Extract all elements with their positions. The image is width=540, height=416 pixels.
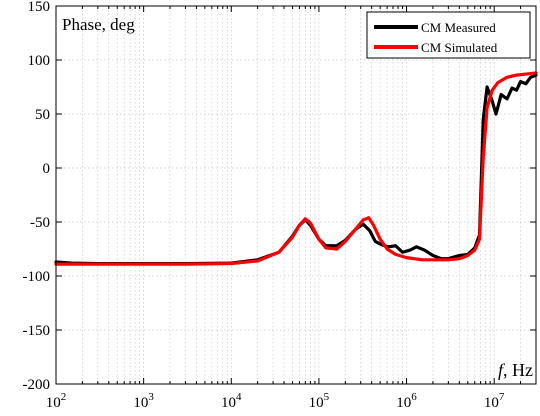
x-axis-label-unit: , Hz bbox=[503, 360, 533, 380]
x-tick-labels: 102 103 104 105 106 107 bbox=[46, 391, 505, 411]
x-tick-label: 102 bbox=[46, 391, 67, 411]
legend-box bbox=[366, 11, 531, 59]
legend-label-simulated: CM Simulated bbox=[421, 40, 498, 55]
legend-label-measured: CM Measured bbox=[421, 20, 496, 35]
plot-background bbox=[56, 6, 536, 384]
x-tick-label: 105 bbox=[309, 391, 330, 411]
y-tick-label: -100 bbox=[23, 269, 51, 285]
x-tick-label: 103 bbox=[133, 391, 154, 411]
y-tick-label: -150 bbox=[23, 323, 51, 339]
x-axis-label-variable: f bbox=[498, 360, 506, 380]
x-tick-label: 107 bbox=[484, 391, 505, 411]
y-tick-label: -50 bbox=[30, 215, 50, 231]
y-tick-label: -200 bbox=[23, 377, 51, 393]
legend: CM Measured CM Simulated bbox=[366, 11, 531, 59]
x-tick-label: 106 bbox=[396, 391, 417, 411]
x-axis-label: f, Hz bbox=[498, 360, 533, 380]
y-tick-labels: 150 100 50 0 -50 -100 -150 -200 bbox=[23, 0, 51, 393]
y-tick-label: 0 bbox=[43, 161, 51, 177]
y-tick-label: 100 bbox=[28, 53, 51, 69]
plot-frame bbox=[55, 5, 537, 385]
series-line-cm-simulated bbox=[54, 71, 538, 266]
y-tick-label: 150 bbox=[28, 0, 51, 15]
series-lines bbox=[54, 71, 538, 266]
y-axis-label: Phase, deg bbox=[62, 15, 135, 34]
x-tick-label: 104 bbox=[221, 391, 242, 411]
y-tick-label: 50 bbox=[35, 107, 50, 123]
